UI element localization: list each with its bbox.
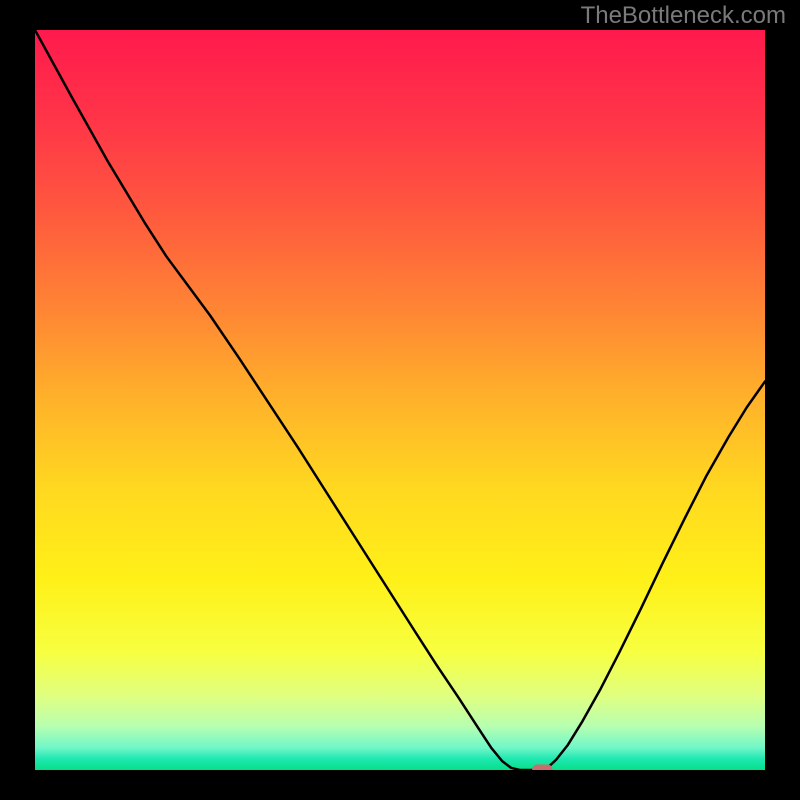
curve-overlay: [35, 30, 765, 770]
chart-root: TheBottleneck.com: [0, 0, 800, 800]
optimum-marker: [532, 764, 552, 770]
watermark-text: TheBottleneck.com: [581, 2, 786, 30]
bottleneck-curve: [35, 30, 765, 770]
